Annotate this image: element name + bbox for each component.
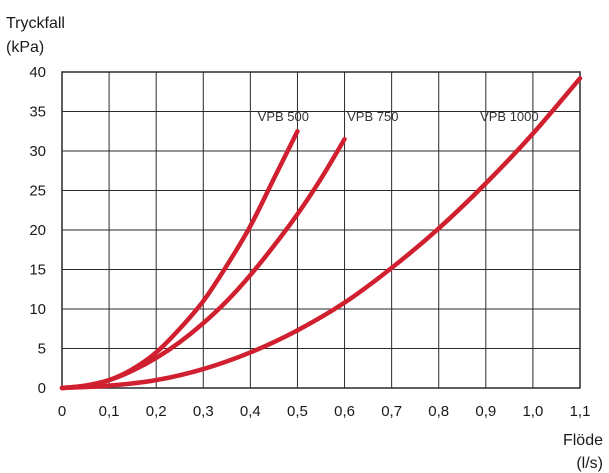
- y-axis-ticks: 0 5 10 15 20 25 30 35 40: [29, 64, 46, 397]
- x-tick-label: 0,8: [428, 403, 449, 420]
- y-tick-label: 10: [29, 301, 46, 318]
- series-line-vpb-750: [59, 136, 347, 391]
- x-tick-label: 0: [58, 403, 66, 420]
- x-tick-label: 0,2: [146, 403, 167, 420]
- series-label-vpb-750: VPB 750: [347, 109, 398, 124]
- y-tick-label: 5: [38, 341, 46, 358]
- series-label-vpb-1000: VPB 1000: [480, 109, 539, 124]
- grid: [62, 72, 580, 388]
- series-line-vpb-1000: [59, 76, 583, 391]
- y-axis-label-line2: (kPa): [6, 39, 44, 56]
- series-lines: [59, 76, 583, 391]
- y-tick-label: 35: [29, 104, 46, 121]
- x-tick-label: 0,9: [475, 403, 496, 420]
- x-tick-label: 0,5: [287, 403, 308, 420]
- x-axis-ticks: 0 0,1 0,2 0,3 0,4 0,5 0,6 0,7 0,8 0,9 1,0 1,1: [58, 403, 591, 420]
- x-axis-label-line1: Flöde: [563, 432, 603, 449]
- x-tick-label: 0,6: [334, 403, 355, 420]
- series-labels: VPB 500 VPB 750 VPB 1000: [258, 109, 539, 124]
- x-tick-label: 1,1: [570, 403, 591, 420]
- x-axis-label-line2: (l/s): [576, 455, 603, 472]
- x-tick-label: 0,3: [193, 403, 214, 420]
- y-tick-label: 30: [29, 143, 46, 160]
- series-label-vpb-500: VPB 500: [258, 109, 309, 124]
- y-tick-label: 25: [29, 183, 46, 200]
- plot-frame: [61, 71, 581, 389]
- x-tick-label: 0,4: [240, 403, 261, 420]
- y-tick-label: 20: [29, 222, 46, 239]
- x-tick-label: 1,0: [522, 403, 543, 420]
- y-tick-label: 15: [29, 262, 46, 279]
- x-tick-label: 0,7: [381, 403, 402, 420]
- x-tick-label: 0,1: [99, 403, 120, 420]
- y-tick-label: 0: [38, 380, 46, 397]
- y-tick-label: 40: [29, 64, 46, 81]
- y-axis-label-line1: Tryckfall: [6, 15, 65, 32]
